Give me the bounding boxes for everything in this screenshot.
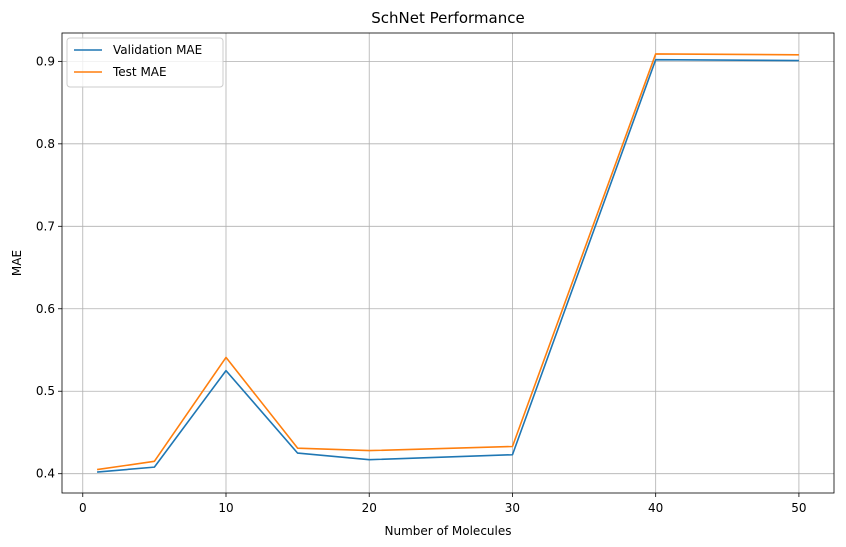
legend-box — [66, 37, 224, 88]
series-line-1 — [97, 58, 799, 473]
chart-title: SchNet Performance — [371, 9, 524, 27]
series-line-2 — [96, 53, 799, 471]
y-tick-label: 0.8 — [36, 137, 55, 151]
x-tick-label: 40 — [648, 501, 663, 515]
x-tick-label: 20 — [362, 501, 377, 515]
y-tick-label: 0.7 — [36, 219, 55, 233]
y-tick-label: 0.4 — [36, 467, 55, 481]
x-tick-label: 30 — [505, 501, 520, 515]
legend: Validation MAE Test MAE — [66, 37, 224, 88]
y-tick-label: 0.9 — [36, 54, 55, 68]
x-tick-label: 0 — [79, 501, 87, 515]
x-tick-label: 10 — [218, 501, 233, 515]
y-tick-label: 0.5 — [36, 384, 55, 398]
series-layer — [96, 53, 799, 473]
legend-label-2: Test MAE — [112, 65, 167, 79]
x-axis-label: Number of Molecules — [385, 524, 512, 538]
y-axis-label: MAE — [10, 250, 24, 276]
x-tick-label: 50 — [791, 501, 806, 515]
y-tick-label: 0.6 — [36, 302, 55, 316]
grid — [62, 33, 834, 493]
ticks: 0 10 20 30 40 50 0.4 0.5 0.6 0.7 0.8 0.9 — [36, 54, 807, 515]
legend-label-1: Validation MAE — [113, 43, 202, 57]
plot-frame — [61, 32, 835, 494]
